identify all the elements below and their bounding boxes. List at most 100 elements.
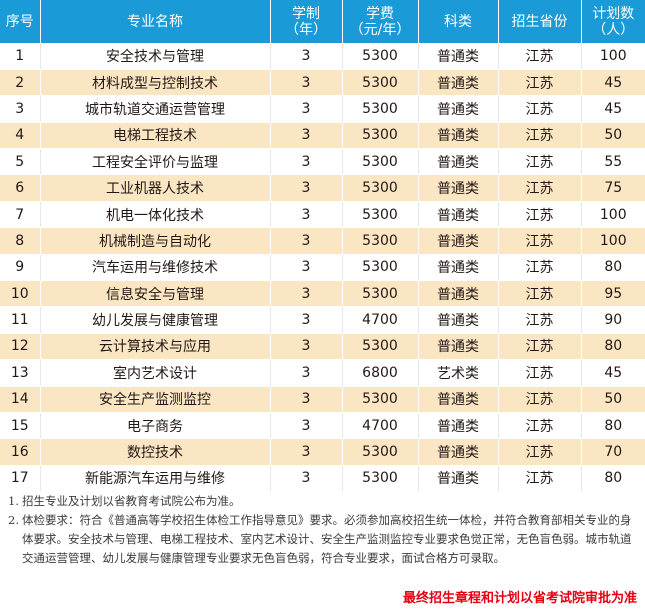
cell-province: 江苏 <box>498 280 582 308</box>
header-quota-line1: 计划数 <box>592 5 635 22</box>
cell-category: 普通类 <box>418 306 499 334</box>
cell-major: 机械制造与自动化 <box>40 227 271 255</box>
cell-major: 工业机器人技术 <box>40 174 271 202</box>
cell-years: 3 <box>270 386 343 413</box>
cell-major: 工程安全评价与监理 <box>40 148 271 176</box>
header-years: 学制 （年） <box>270 0 343 43</box>
cell-fee: 5300 <box>342 148 419 176</box>
notes-section: 1. 招生专业及计划以省教育考试院公布为准。 2. 体检要求：符合《普通高等学校… <box>8 492 638 568</box>
cell-seq: 6 <box>0 174 41 202</box>
table-row: 13 室内艺术设计 3 6800 艺术类 江苏 45 <box>0 359 645 387</box>
cell-major: 新能源汽车运用与维修 <box>40 465 271 493</box>
cell-years: 3 <box>270 122 343 150</box>
cell-years: 3 <box>270 174 343 202</box>
cell-seq: 2 <box>0 69 41 97</box>
cell-quota: 100 <box>581 227 645 255</box>
cell-category: 普通类 <box>418 227 499 255</box>
cell-quota: 80 <box>581 254 645 282</box>
cell-fee: 5300 <box>342 333 419 361</box>
header-seq: 序号 <box>0 0 41 43</box>
cell-seq: 5 <box>0 148 41 176</box>
header-years-line2: （年） <box>285 21 327 38</box>
cell-years: 3 <box>270 438 343 466</box>
cell-category: 普通类 <box>418 438 499 466</box>
cell-province: 江苏 <box>498 69 582 97</box>
table-row: 11 幼儿发展与健康管理 3 4700 普通类 江苏 90 <box>0 306 645 334</box>
cell-province: 江苏 <box>498 412 582 440</box>
cell-fee: 5300 <box>342 254 419 282</box>
cell-quota: 45 <box>581 69 645 97</box>
cell-province: 江苏 <box>498 122 582 150</box>
cell-seq: 17 <box>0 465 41 493</box>
cell-years: 3 <box>270 43 343 70</box>
cell-quota: 75 <box>581 174 645 202</box>
cell-seq: 8 <box>0 227 41 255</box>
table-row: 1 安全技术与管理 3 5300 普通类 江苏 100 <box>0 43 645 70</box>
cell-years: 3 <box>270 280 343 308</box>
table-row: 10 信息安全与管理 3 5300 普通类 江苏 95 <box>0 280 645 308</box>
note-number: 2. <box>8 513 19 527</box>
cell-province: 江苏 <box>498 306 582 334</box>
cell-quota: 80 <box>581 412 645 440</box>
cell-fee: 5300 <box>342 280 419 308</box>
note-item: 2. 体检要求：符合《普通高等学校招生体检工作指导意见》要求。必须参加高校招生统… <box>8 511 638 568</box>
cell-category: 普通类 <box>418 254 499 282</box>
cell-years: 3 <box>270 227 343 255</box>
cell-quota: 95 <box>581 280 645 308</box>
cell-major: 幼儿发展与健康管理 <box>40 306 271 334</box>
cell-years: 3 <box>270 465 343 493</box>
cell-category: 普通类 <box>418 412 499 440</box>
header-fee-line1: 学费 <box>366 5 394 22</box>
cell-fee: 4700 <box>342 306 419 334</box>
header-years-line1: 学制 <box>292 5 320 22</box>
cell-years: 3 <box>270 95 343 123</box>
cell-years: 3 <box>270 333 343 361</box>
cell-fee: 5300 <box>342 69 419 97</box>
cell-major: 信息安全与管理 <box>40 280 271 308</box>
table-row: 5 工程安全评价与监理 3 5300 普通类 江苏 55 <box>0 148 645 176</box>
note-number: 1. <box>8 494 19 508</box>
note-text: 体检要求：符合《普通高等学校招生体检工作指导意见》要求。必须参加高校招生统一体检… <box>22 513 632 565</box>
cell-category: 普通类 <box>418 465 499 493</box>
cell-seq: 10 <box>0 280 41 308</box>
cell-seq: 16 <box>0 438 41 466</box>
cell-province: 江苏 <box>498 333 582 361</box>
cell-seq: 11 <box>0 306 41 334</box>
cell-quota: 100 <box>581 43 645 70</box>
cell-fee: 5300 <box>342 201 419 229</box>
cell-fee: 5300 <box>342 438 419 466</box>
cell-seq: 15 <box>0 412 41 440</box>
cell-quota: 80 <box>581 333 645 361</box>
cell-province: 江苏 <box>498 95 582 123</box>
cell-years: 3 <box>270 201 343 229</box>
cell-category: 普通类 <box>418 95 499 123</box>
table-row: 2 材料成型与控制技术 3 5300 普通类 江苏 45 <box>0 69 645 97</box>
table-row: 17 新能源汽车运用与维修 3 5300 普通类 江苏 80 <box>0 465 645 493</box>
cell-fee: 5300 <box>342 465 419 493</box>
note-item: 1. 招生专业及计划以省教育考试院公布为准。 <box>8 492 638 511</box>
table-row: 15 电子商务 3 4700 普通类 江苏 80 <box>0 412 645 440</box>
cell-fee: 5300 <box>342 227 419 255</box>
cell-quota: 45 <box>581 95 645 123</box>
cell-province: 江苏 <box>498 254 582 282</box>
cell-major: 数控技术 <box>40 438 271 466</box>
table-body: 1 安全技术与管理 3 5300 普通类 江苏 100 2 材料成型与控制技术 3 5300 普通类江… <box>0 43 645 493</box>
cell-years: 3 <box>270 148 343 176</box>
header-province: 招生省份 <box>498 0 582 43</box>
cell-province: 江苏 <box>498 43 582 70</box>
cell-seq: 3 <box>0 95 41 123</box>
table-row: 8 机械制造与自动化 3 5300 普通类 江苏 100 <box>0 227 645 255</box>
cell-years: 3 <box>270 412 343 440</box>
cell-province: 江苏 <box>498 227 582 255</box>
cell-quota: 70 <box>581 438 645 466</box>
cell-category: 普通类 <box>418 201 499 229</box>
cell-category: 普通类 <box>418 122 499 150</box>
cell-major: 安全技术与管理 <box>40 43 271 70</box>
cell-years: 3 <box>270 306 343 334</box>
cell-category: 普通类 <box>418 386 499 413</box>
header-category: 科类 <box>418 0 499 43</box>
cell-province: 江苏 <box>498 174 582 202</box>
header-quota: 计划数 （人） <box>581 0 645 43</box>
table-row: 16 数控技术 3 5300 普通类 江苏 70 <box>0 438 645 466</box>
cell-major: 材料成型与控制技术 <box>40 69 271 97</box>
